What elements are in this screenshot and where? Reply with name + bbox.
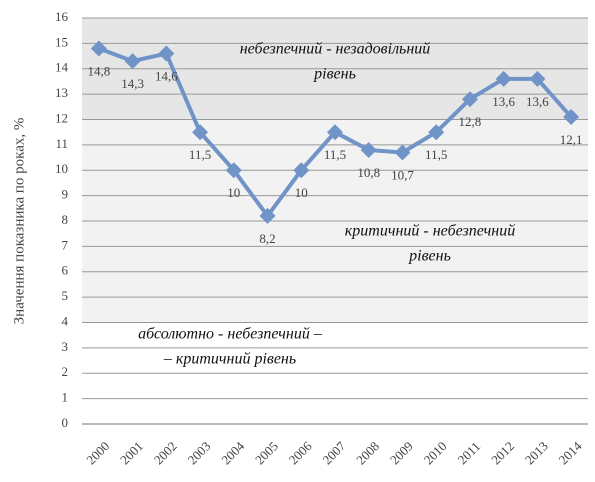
data-label: 12,1 — [560, 132, 583, 147]
marker — [90, 40, 107, 57]
x-tick-label: 2011 — [455, 439, 484, 468]
x-tick-label: 2006 — [286, 438, 315, 467]
data-label: 14,8 — [87, 63, 110, 78]
y-tick-label: 11 — [55, 136, 68, 151]
x-tick-label: 2013 — [522, 438, 551, 467]
zone-label: небезпечний - незадовільний — [240, 41, 431, 58]
marker — [495, 70, 512, 87]
zone-label: рівень — [313, 66, 356, 83]
y-tick-label: 6 — [62, 263, 69, 278]
x-tick-label: 2007 — [319, 438, 348, 467]
marker — [293, 162, 310, 179]
y-tick-label: 15 — [55, 34, 68, 49]
x-tick-label: 2005 — [252, 438, 281, 467]
zone-label: критичний - небезпечний — [345, 223, 515, 240]
y-tick-label: 4 — [62, 313, 69, 328]
marker — [259, 207, 276, 224]
y-tick-label: 3 — [62, 339, 69, 354]
y-tick-label: 5 — [62, 288, 69, 303]
zone-label: абсолютно - небезпечний – — [138, 326, 323, 343]
x-tick-label: 2000 — [83, 438, 112, 467]
data-label: 13,6 — [526, 94, 549, 109]
data-label: 8,2 — [259, 231, 275, 246]
y-tick-label: 13 — [55, 85, 68, 100]
marker — [360, 141, 377, 158]
zone-label: – критичний рівень — [163, 351, 296, 368]
marker — [124, 53, 141, 70]
data-label: 10,7 — [391, 167, 414, 182]
x-tick-label: 2010 — [421, 438, 450, 467]
data-label: 11,5 — [425, 147, 447, 162]
data-label: 14,3 — [121, 76, 144, 91]
y-tick-label: 7 — [62, 237, 69, 252]
data-label: 11,5 — [189, 147, 211, 162]
y-tick-label: 1 — [62, 390, 69, 405]
y-tick-label: 0 — [62, 415, 69, 430]
y-tick-label: 16 — [55, 9, 69, 24]
marker — [428, 124, 445, 141]
zone-label: рівень — [408, 248, 451, 265]
x-tick-label: 2012 — [488, 438, 517, 467]
y-tick-label: 2 — [62, 364, 69, 379]
y-tick-label: 10 — [55, 161, 68, 176]
y-tick-label: 8 — [62, 212, 69, 227]
marker — [158, 45, 175, 62]
marker — [461, 91, 478, 108]
data-label: 14,6 — [155, 69, 178, 84]
x-tick-label: 2002 — [151, 438, 180, 467]
x-tick-label: 2004 — [218, 438, 247, 467]
data-label: 12,8 — [459, 114, 482, 129]
y-tick-label: 14 — [55, 60, 69, 75]
x-tick-label: 2003 — [184, 438, 213, 467]
marker — [192, 124, 209, 141]
x-tick-label: 2014 — [556, 438, 585, 467]
marker — [225, 162, 242, 179]
marker — [394, 144, 411, 161]
data-label: 10,8 — [357, 165, 380, 180]
y-tick-label: 9 — [62, 187, 69, 202]
data-label: 13,6 — [492, 94, 515, 109]
data-label: 10 — [295, 185, 308, 200]
marker — [529, 70, 546, 87]
y-axis-label: Значення показника по роках, % — [11, 118, 27, 325]
marker — [563, 108, 580, 125]
x-tick-label: 2009 — [387, 438, 416, 467]
data-label: 10 — [227, 185, 240, 200]
marker — [327, 124, 343, 141]
y-tick-label: 12 — [55, 110, 68, 125]
x-tick-label: 2008 — [353, 438, 382, 467]
x-tick-label: 2001 — [117, 438, 146, 467]
data-label: 11,5 — [324, 147, 346, 162]
